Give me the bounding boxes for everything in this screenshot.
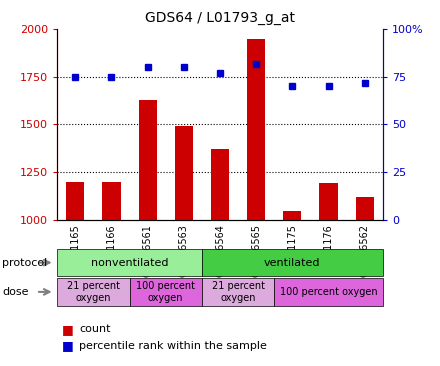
Bar	[319, 183, 337, 220]
Text: GDS64 / L01793_g_at: GDS64 / L01793_g_at	[145, 11, 295, 25]
Bar	[283, 211, 301, 220]
Text: nonventilated: nonventilated	[91, 258, 169, 268]
Bar	[175, 126, 193, 220]
Text: 21 percent
oxygen: 21 percent oxygen	[212, 281, 264, 303]
Bar	[356, 197, 374, 220]
Text: 100 percent oxygen: 100 percent oxygen	[280, 287, 378, 297]
Text: ventilated: ventilated	[264, 258, 321, 268]
Text: 100 percent
oxygen: 100 percent oxygen	[136, 281, 195, 303]
Text: ■: ■	[62, 339, 73, 352]
Text: count: count	[79, 324, 111, 335]
Bar	[103, 183, 121, 220]
Bar	[139, 100, 157, 220]
Text: dose: dose	[2, 287, 29, 297]
Bar	[247, 39, 265, 220]
Bar	[211, 149, 229, 220]
Text: protocol: protocol	[2, 258, 48, 268]
Bar	[66, 183, 84, 220]
Text: 21 percent
oxygen: 21 percent oxygen	[67, 281, 120, 303]
Text: ■: ■	[62, 323, 73, 336]
Text: percentile rank within the sample: percentile rank within the sample	[79, 341, 267, 351]
